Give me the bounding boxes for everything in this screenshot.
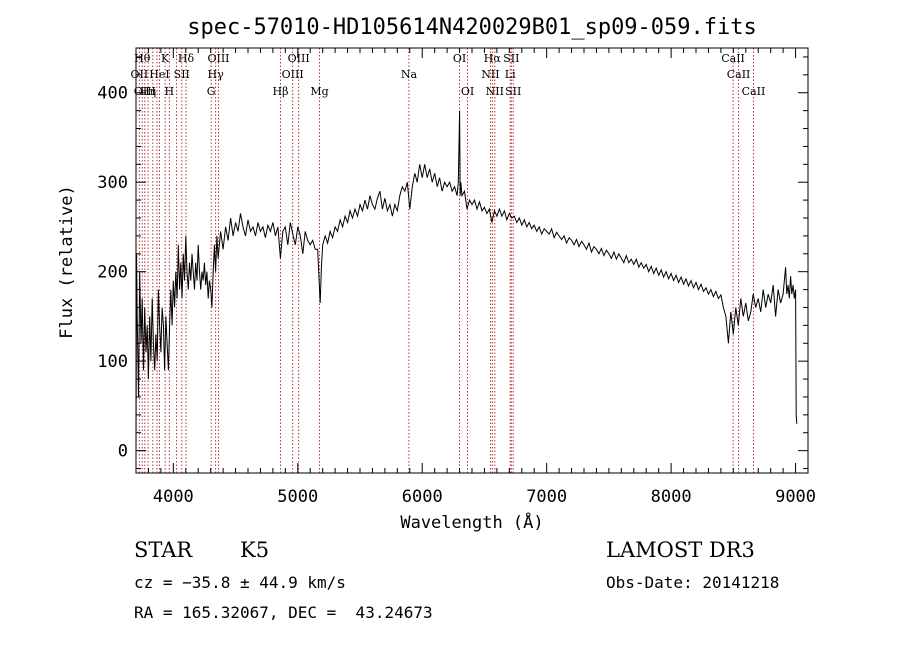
marker-label: G <box>207 85 216 98</box>
marker-label: Hβ <box>273 85 289 98</box>
y-tick-label: 100 <box>97 352 128 372</box>
x-tick-label: 5000 <box>277 487 318 507</box>
marker-label: OIII <box>282 68 304 81</box>
marker-label: CaII <box>721 52 745 65</box>
y-axis-label: Flux (relative) <box>57 185 77 339</box>
marker-label: Hδ <box>178 52 195 65</box>
y-tick-label: 300 <box>97 173 128 193</box>
spectrum-line <box>135 110 798 451</box>
y-tick-label: 200 <box>97 263 128 283</box>
object-class: STAR <box>134 538 193 562</box>
chart-title: spec-57010-HD105614N420029B01_sp09-059.f… <box>187 15 757 40</box>
marker-label: Li <box>505 68 516 81</box>
marker-label: CaII <box>727 68 751 81</box>
x-tick-label: 9000 <box>775 487 816 507</box>
redshift-velocity: cz = −35.8 ± 44.9 km/s <box>134 573 346 592</box>
y-axis: 0 100 200 300 400 <box>97 56 808 470</box>
marker-label: Hθ <box>134 52 151 65</box>
marker-label: HeI <box>149 68 169 81</box>
spectral-line-markers <box>138 48 754 473</box>
y-tick-label: 0 <box>118 442 128 462</box>
marker-label: OIII <box>288 52 310 65</box>
marker-label: K <box>161 52 170 65</box>
marker-label: OI <box>461 85 474 98</box>
marker-label: OIII <box>207 52 229 65</box>
marker-label: Hγ <box>208 68 225 81</box>
object-subclass: K5 <box>240 538 270 562</box>
x-axis: 4000 5000 6000 7000 8000 9000 <box>135 48 816 507</box>
marker-label: SII <box>174 68 190 81</box>
x-tick-label: 8000 <box>651 487 692 507</box>
marker-label: Hα <box>484 52 502 65</box>
observation-date: Obs-Date: 20141218 <box>606 573 780 592</box>
marker-label: NII <box>481 68 499 81</box>
marker-label: SII <box>505 85 521 98</box>
marker-label: Na <box>401 68 418 81</box>
plot-frame <box>135 47 809 474</box>
marker-label: SII <box>503 52 519 65</box>
x-tick-label: 7000 <box>526 487 567 507</box>
spectral-line-labels: OIIHθOIIIHηHeIKHSIIHδGHγOIIIHβOIIIOIIIMg… <box>131 52 766 98</box>
y-tick-label: 400 <box>97 84 128 104</box>
x-tick-label: 4000 <box>153 487 194 507</box>
x-axis-label: Wavelength (Å) <box>400 511 543 533</box>
survey-name: LAMOST DR3 <box>606 538 755 562</box>
marker-label: H <box>165 85 175 98</box>
marker-label: CaII <box>742 85 766 98</box>
marker-label: OI <box>453 52 466 65</box>
marker-label: Hη <box>140 85 156 98</box>
marker-label: Mg <box>310 85 328 98</box>
coordinates: RA = 165.32067, DEC = 43.24673 <box>134 603 433 622</box>
x-tick-label: 6000 <box>402 487 443 507</box>
marker-label: OIII <box>134 85 156 98</box>
marker-label: NII <box>486 85 504 98</box>
